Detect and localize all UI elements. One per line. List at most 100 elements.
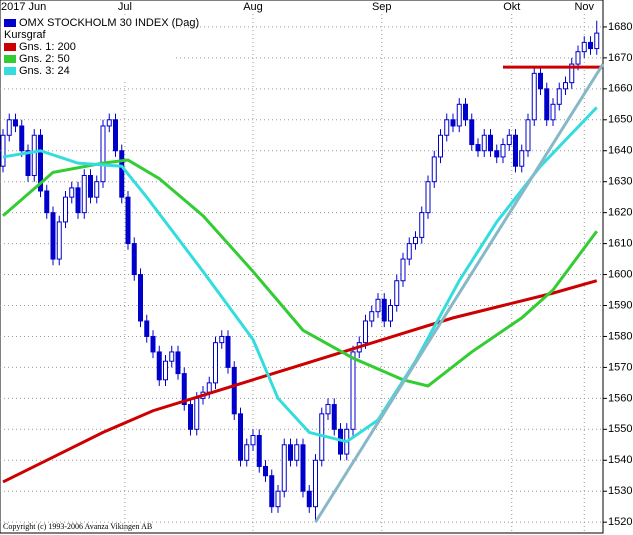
candle-body: [94, 181, 100, 198]
candle-body: [263, 465, 268, 477]
candle-body: [31, 134, 37, 176]
legend-swatch: [4, 19, 16, 27]
legend-label: Gns. 3: 24: [19, 65, 70, 77]
y-tick-label: 1610: [608, 238, 632, 250]
candle-body: [519, 150, 525, 167]
month-label: Nov: [574, 1, 594, 13]
copyright: Copyright (c) 1993-2006 Avanza Vikingen …: [3, 522, 152, 531]
moving-average: [2, 106, 598, 444]
y-tick-label: 1590: [608, 299, 632, 311]
candle-body: [594, 32, 600, 50]
candle-body: [219, 335, 225, 344]
legend-swatch: [4, 43, 16, 51]
candle-body: [331, 404, 337, 430]
candle-body: [550, 103, 556, 121]
candle-body: [0, 134, 6, 167]
candle-body: [188, 404, 193, 430]
candle-body: [444, 119, 450, 136]
candle-body: [456, 103, 462, 127]
candle-body: [300, 444, 306, 492]
candle-body: [475, 144, 481, 152]
candle-body: [394, 280, 400, 307]
candle-body: [44, 190, 50, 214]
y-tick-label: 1640: [608, 145, 632, 157]
y-tick-label: 1560: [608, 392, 632, 404]
candle-body: [119, 150, 125, 198]
candle-body: [213, 342, 218, 384]
candle-body: [563, 82, 568, 90]
candle-body: [413, 236, 418, 245]
y-tick-label: 1650: [608, 114, 632, 126]
y-tick-label: 1660: [608, 83, 632, 95]
moving-average: [2, 279, 598, 484]
legend-box: [1, 16, 176, 80]
candle-body: [131, 243, 137, 276]
candle-body: [556, 88, 562, 105]
candle-body: [88, 175, 93, 198]
candle-body: [81, 175, 87, 214]
candle-body: [575, 51, 581, 65]
y-tick-label: 1520: [608, 516, 632, 528]
candle-body: [531, 72, 537, 121]
candle-body: [381, 298, 387, 322]
candle-body: [275, 490, 281, 508]
month-label: Aug: [243, 1, 263, 13]
candle-body: [225, 335, 231, 368]
candle-body: [19, 125, 25, 152]
y-tick-label: 1550: [608, 423, 632, 435]
candle-body: [306, 490, 312, 508]
candle-body: [144, 320, 150, 337]
candle-body: [125, 196, 131, 245]
candle-body: [181, 373, 187, 406]
candle-body: [238, 413, 243, 461]
legend-swatch: [4, 55, 16, 63]
candle-body: [438, 134, 443, 158]
legend-label: OMX STOCKHOLM 30 INDEX (Dag): [19, 17, 199, 29]
legend-label: Gns. 2: 50: [19, 53, 70, 65]
candle-body: [375, 298, 381, 313]
candle-body: [206, 382, 212, 393]
candle-body: [588, 41, 593, 50]
candle-body: [269, 475, 275, 508]
candle-body: [500, 144, 506, 158]
y-tick-label: 1600: [608, 268, 632, 280]
candle-body: [169, 351, 175, 362]
candle-body: [544, 88, 550, 121]
legend-label: Gns. 1: 200: [19, 41, 76, 53]
month-label: Okt: [503, 1, 520, 13]
candle-body: [38, 134, 43, 192]
trendline: [314, 63, 605, 523]
candle-body: [363, 320, 368, 344]
y-tick-label: 1630: [608, 176, 632, 188]
candle-body: [313, 459, 318, 508]
candle-body: [525, 119, 531, 152]
candle-body: [138, 274, 143, 322]
candle-body: [400, 258, 406, 282]
candle-body: [369, 311, 375, 322]
y-tick-label: 1540: [608, 454, 632, 466]
candle-body: [69, 187, 75, 198]
candle-body: [281, 444, 287, 492]
candle-body: [419, 212, 425, 238]
candle-body: [75, 187, 81, 214]
candle-body: [25, 150, 31, 177]
candle-body: [406, 243, 412, 260]
candle-body: [513, 134, 518, 167]
candle-body: [163, 360, 168, 381]
candle-body: [113, 119, 118, 152]
candle-body: [469, 119, 475, 146]
candle-body: [6, 119, 12, 136]
candle-body: [350, 351, 356, 430]
candle-body: [231, 366, 237, 415]
moving-average: [2, 158, 598, 388]
candle-body: [294, 444, 300, 461]
candle-body: [325, 404, 331, 415]
candle-body: [388, 305, 393, 322]
candle-body: [150, 335, 156, 353]
candle-body: [194, 397, 200, 430]
candle-body: [100, 125, 106, 183]
y-tick-label: 1680: [608, 21, 632, 33]
candle-body: [106, 119, 112, 127]
candle-body: [450, 119, 456, 127]
